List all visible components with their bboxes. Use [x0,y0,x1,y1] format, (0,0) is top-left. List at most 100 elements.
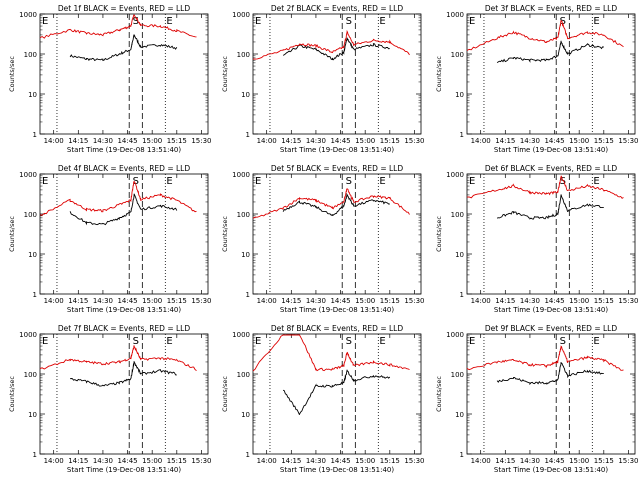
plot-frame [466,13,636,135]
x-tick-label: 14:30 [306,297,326,305]
x-tick-label: 14:45 [330,297,350,305]
events-series-line [496,194,604,220]
marker-e-end: E [379,336,385,347]
marker-e-start: E [42,176,48,187]
plot-frame [39,173,209,295]
marker-e-start: E [255,16,261,27]
marker-e-end: E [379,16,385,27]
x-tick-label: 15:00 [142,457,162,465]
plot-frame [252,333,422,455]
y-tick-label: 100 [451,211,464,219]
y-tick-label: 1000 [19,171,37,179]
x-tick-label: 15:15 [380,137,400,145]
marker-e-end: E [166,16,172,27]
x-tick-label: 14:30 [93,457,113,465]
x-tick-label: 14:15 [68,297,88,305]
y-axis-title: Counts/sec [221,216,229,252]
y-tick-label: 10 [28,91,37,99]
events-series-line [282,37,390,61]
x-tick-label: 15:15 [167,297,187,305]
y-tick-label: 1000 [19,11,37,19]
y-tick-label: 1000 [446,171,464,179]
y-axis-title: Counts/sec [8,376,16,412]
y-tick-label: 1000 [232,11,250,19]
x-tick-label: 14:00 [257,457,277,465]
y-tick-label: 10 [241,251,250,259]
marker-s: S [346,176,352,187]
x-tick-label: 15:30 [618,137,638,145]
marker-s: S [346,16,352,27]
y-tick-label: 1 [460,291,464,299]
y-tick-label: 1 [460,131,464,139]
marker-e-end: E [593,176,599,187]
lld-series-line [466,175,624,199]
plot-frame [466,173,636,295]
plot-frame [466,333,636,455]
events-series-line [69,34,178,62]
y-tick-label: 10 [241,91,250,99]
x-tick-label: 14:30 [306,457,326,465]
y-tick-label: 100 [237,51,250,59]
y-tick-label: 10 [455,91,464,99]
y-axis-title: Counts/sec [8,216,16,252]
x-tick-label: 14:15 [68,457,88,465]
panel-title: Det 2f BLACK = Events, RED = LLD [271,4,404,13]
y-tick-label: 100 [24,51,37,59]
x-axis-title: Start Time (19-Dec-08 13:51:40) [67,306,181,314]
lld-series-line [252,29,410,60]
x-axis-title: Start Time (19-Dec-08 13:51:40) [280,306,394,314]
y-tick-label: 1000 [446,11,464,19]
y-tick-label: 1000 [232,171,250,179]
x-tick-label: 14:00 [471,297,491,305]
y-tick-label: 10 [28,411,37,419]
x-axis-title: Start Time (19-Dec-08 13:51:40) [494,146,608,154]
x-tick-label: 14:00 [44,297,64,305]
marker-e-end: E [379,176,385,187]
x-tick-label: 14:45 [117,137,137,145]
events-series-line [69,193,178,226]
x-tick-label: 14:30 [520,457,540,465]
lld-series-line [466,345,624,371]
panel-det-7f: Det 7f BLACK = Events, RED = LLD 1 10 100 10… [8,324,212,474]
x-axis-title: Start Time (19-Dec-08 13:51:40) [67,466,181,474]
x-tick-label: 14:45 [330,137,350,145]
marker-s: S [560,16,566,27]
x-tick-label: 15:15 [594,297,614,305]
x-tick-label: 15:15 [380,457,400,465]
marker-s: S [560,176,566,187]
marker-e-start: E [42,16,48,27]
x-tick-label: 14:00 [471,457,491,465]
x-tick-label: 14:15 [281,297,301,305]
y-tick-label: 1 [33,131,37,139]
x-tick-label: 14:00 [257,137,277,145]
y-tick-label: 10 [455,251,464,259]
y-axis-title: Counts/sec [221,56,229,92]
lld-series-line [252,188,410,219]
marker-s: S [346,336,352,347]
panel-det-8f: Det 8f BLACK = Events, RED = LLD 1 10 100 10… [221,324,425,474]
marker-e-start: E [255,336,261,347]
panel-title: Det 5f BLACK = Events, RED = LLD [271,164,404,173]
marker-s: S [560,336,566,347]
y-tick-label: 100 [451,371,464,379]
marker-s: S [133,336,139,347]
y-tick-label: 1000 [446,331,464,339]
panel-det-1f: Det 1f BLACK = Events, RED = LLD 1 10 100 10… [8,4,212,154]
panels-grid: Det 1f BLACK = Events, RED = LLD 1 10 100 10… [8,4,639,474]
x-tick-label: 15:00 [355,297,375,305]
events-series-line [496,362,604,386]
y-axis-title: Counts/sec [8,56,16,92]
x-tick-label: 15:30 [618,457,638,465]
panel-title: Det 6f BLACK = Events, RED = LLD [485,164,618,173]
x-tick-label: 14:15 [495,137,515,145]
y-tick-label: 100 [237,211,250,219]
events-series-line [282,192,390,216]
x-tick-label: 15:15 [594,137,614,145]
x-tick-label: 14:45 [330,457,350,465]
x-tick-label: 15:00 [569,457,589,465]
y-tick-label: 100 [451,51,464,59]
panel-det-6f: Det 6f BLACK = Events, RED = LLD 1 10 100 10… [435,164,639,314]
panel-title: Det 7f BLACK = Events, RED = LLD [58,324,191,333]
plot-frame [252,173,422,295]
x-tick-label: 14:00 [471,137,491,145]
